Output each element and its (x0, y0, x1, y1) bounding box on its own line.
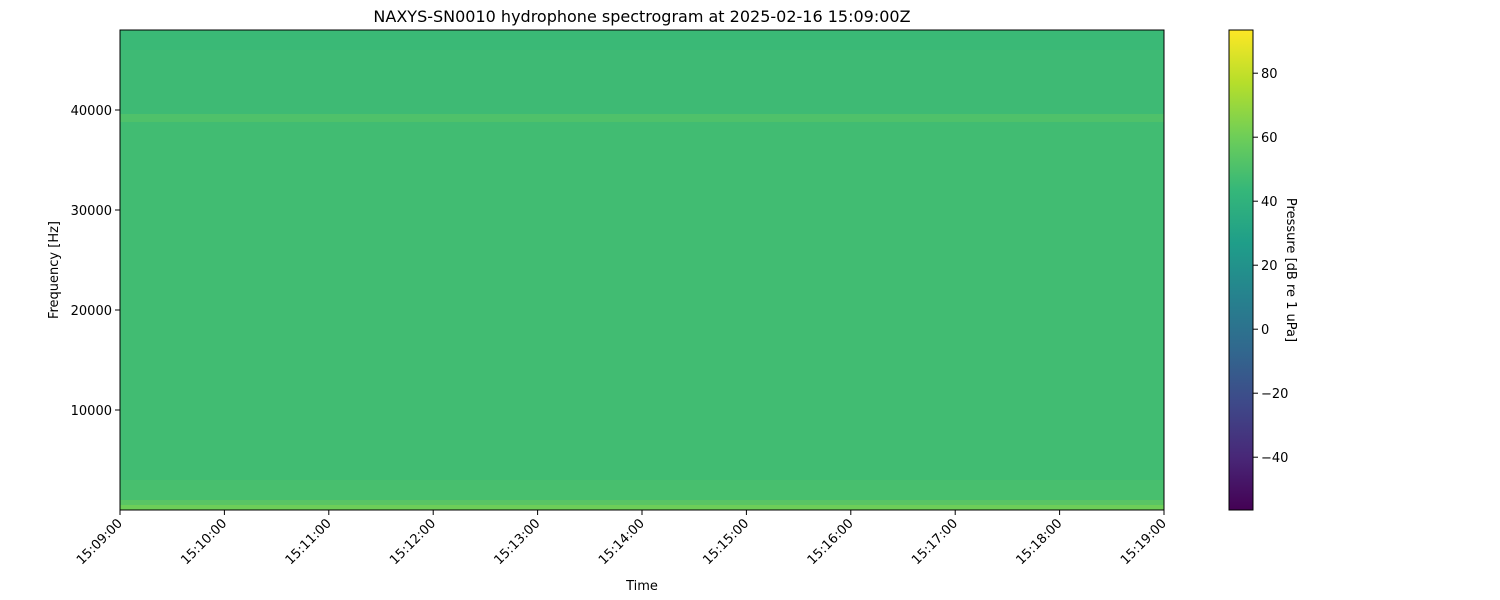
heatmap-band (120, 122, 1164, 480)
colorbar-tick-label: −40 (1261, 451, 1288, 466)
colorbar (1228, 29, 1254, 511)
y-tick-label: 10000 (71, 404, 112, 419)
heatmap-band (120, 480, 1164, 500)
y-tick-label: 40000 (71, 104, 112, 119)
colorbar-tick-label: 20 (1261, 259, 1278, 274)
x-tick-label: 15:09:00 (74, 516, 126, 568)
x-tick-label: 15:11:00 (283, 516, 335, 568)
heatmap-band (120, 30, 1164, 50)
chart-title: NAXYS-SN0010 hydrophone spectrogram at 2… (373, 7, 910, 26)
x-tick-label: 15:13:00 (492, 516, 544, 568)
heatmap-band (120, 505, 1164, 510)
colorbar-tick-label: 60 (1261, 131, 1278, 146)
x-tick-label: 15:19:00 (1118, 516, 1170, 568)
x-tick-label: 15:12:00 (387, 516, 439, 568)
y-tick-label: 20000 (71, 304, 112, 319)
y-axis-label: Frequency [Hz] (47, 221, 62, 319)
colorbar-tick-label: −20 (1261, 387, 1288, 402)
x-axis: 15:09:00 15:10:00 15:11:00 15:12:00 15:13:00… (74, 510, 1170, 568)
heatmap-band (120, 114, 1164, 122)
x-tick-label: 15:17:00 (909, 516, 961, 568)
x-tick-label: 15:15:00 (700, 516, 752, 568)
heatmap-cells (120, 30, 1164, 510)
x-tick-label: 15:16:00 (805, 516, 857, 568)
x-tick-label: 15:10:00 (178, 516, 230, 568)
x-axis-label: Time (625, 579, 658, 594)
colorbar-tick-label: 0 (1261, 323, 1269, 338)
y-axis: 10000 20000 30000 40000 (71, 104, 120, 419)
colorbar-axis: −40 −20 0 20 40 60 80 (1253, 67, 1288, 466)
heatmap-band (120, 50, 1164, 114)
colorbar-label: Pressure [dB re 1 uPa] (1283, 198, 1298, 342)
y-tick-label: 30000 (71, 204, 112, 219)
heatmap-band (120, 500, 1164, 505)
x-tick-label: 15:18:00 (1014, 516, 1066, 568)
colorbar-tick-label: 80 (1261, 67, 1278, 82)
colorbar-tick-label: 40 (1261, 195, 1278, 210)
x-tick-label: 15:14:00 (596, 516, 648, 568)
